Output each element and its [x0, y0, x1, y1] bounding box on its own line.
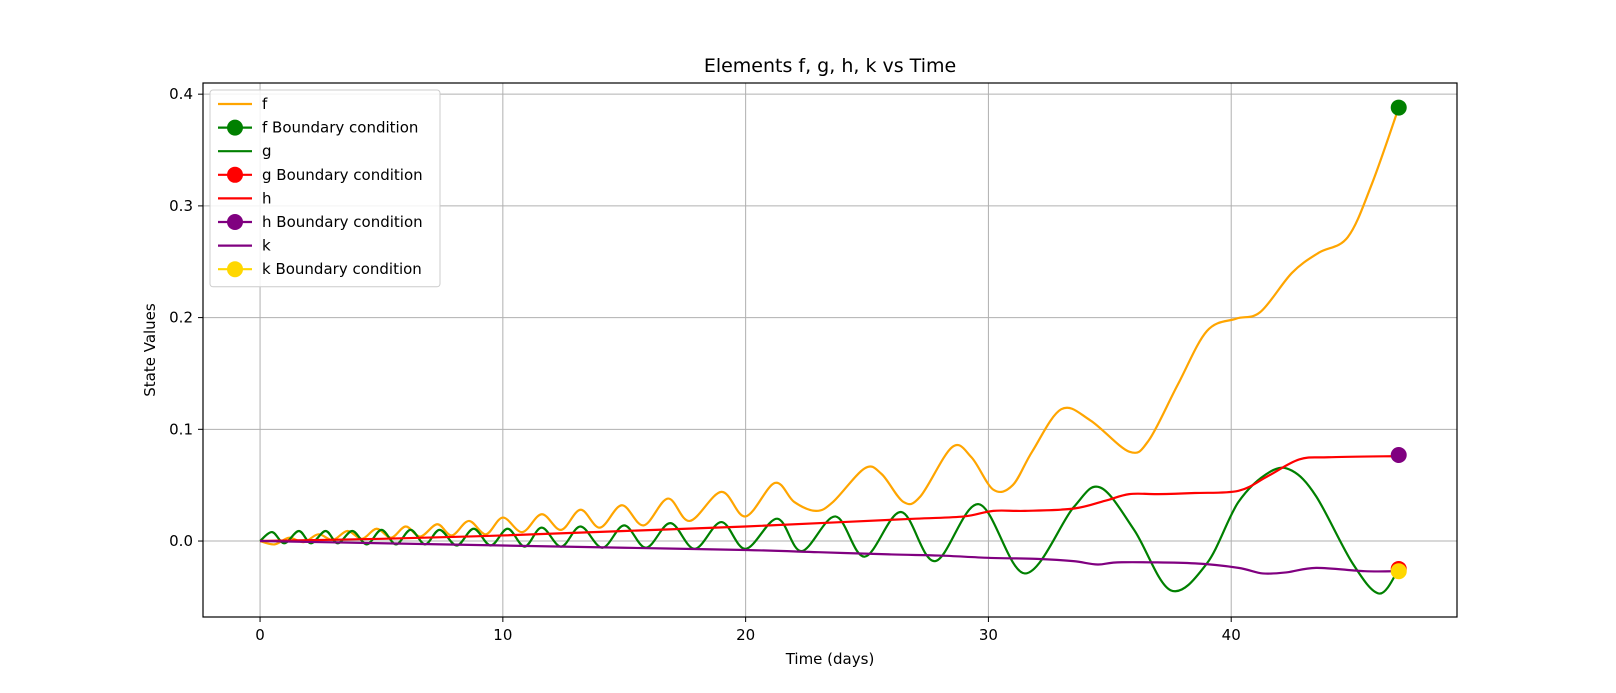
legend-label-g: g: [262, 142, 272, 160]
legend-label-f-boundary-condition: f Boundary condition: [262, 119, 418, 137]
x-tick-label: 30: [979, 626, 998, 644]
legend-marker-h-boundary-condition: [227, 214, 243, 230]
marker-layer: [1390, 99, 1407, 580]
series-layer: [259, 107, 1400, 595]
plot-frame: [202, 82, 1458, 618]
y-axis-label: State Values: [141, 303, 159, 397]
legend: f f Boundary condition g g Boundary conditi…: [209, 89, 441, 288]
series-line-k: [260, 539, 1399, 575]
y-tick-label: 0.2: [169, 309, 193, 327]
legend-label-f: f: [262, 95, 268, 113]
legend-label-h: h: [262, 189, 272, 207]
legend-marker-k-boundary-condition: [227, 261, 243, 278]
legend-label-h-boundary-condition: h Boundary condition: [262, 213, 423, 231]
marker-h-boundary-condition: [1390, 447, 1407, 464]
legend-frame: [209, 89, 441, 288]
x-tick-label: 20: [736, 626, 755, 644]
y-tick-label: 0.4: [169, 85, 193, 103]
legend-label-k: k: [262, 237, 271, 255]
legend-marker-g-boundary-condition: [227, 166, 243, 183]
legend-label-g-boundary-condition: g Boundary condition: [262, 166, 423, 184]
x-axis-label: Time (days): [785, 650, 875, 668]
legend-label-k-boundary-condition: k Boundary condition: [262, 260, 422, 278]
legend-marker-f-boundary-condition: [227, 119, 243, 136]
series-line-h: [260, 455, 1399, 543]
x-tick-label: 40: [1222, 626, 1241, 644]
y-tick-label: 0.1: [169, 420, 193, 438]
x-tick-label: 10: [493, 626, 512, 644]
y-tick-label: 0.0: [169, 532, 193, 550]
marker-k-boundary-condition: [1390, 563, 1407, 580]
chart-title: Elements f, g, h, k vs Time: [704, 55, 956, 77]
x-tick-label: 0: [255, 626, 265, 644]
tick-layer: 0 10 20 30 40 0.0 0.1 0.2 0.3 0.4: [169, 85, 1241, 644]
y-tick-label: 0.3: [169, 197, 193, 215]
marker-f-boundary-condition: [1390, 99, 1407, 116]
